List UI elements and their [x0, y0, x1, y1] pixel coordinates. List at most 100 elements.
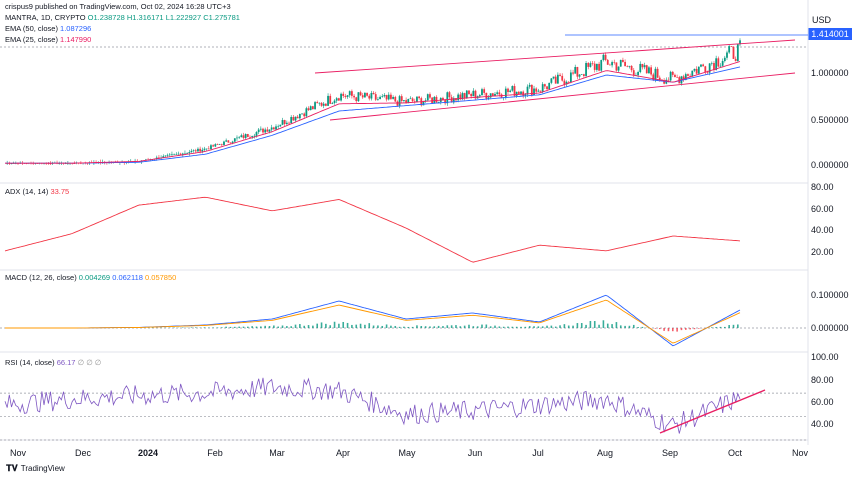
candle-body: [450, 97, 453, 103]
macd-histogram-bar: [407, 326, 410, 328]
macd-histogram-bar: [598, 324, 600, 328]
candle-body: [381, 96, 384, 97]
macd-histogram-bar: [299, 324, 301, 328]
candle-body: [407, 99, 410, 104]
macd-histogram-bar: [476, 326, 479, 328]
candle-body: [298, 114, 301, 119]
candle-body: [494, 93, 496, 96]
candle-body: [463, 93, 466, 98]
candle-body: [405, 100, 408, 104]
candle-body: [307, 108, 310, 111]
macd-histogram-bar: [724, 326, 726, 328]
macd-histogram-bar: [268, 326, 271, 328]
candle-body: [348, 91, 351, 96]
x-tick: Dec: [74, 448, 92, 458]
candle-body: [324, 103, 327, 106]
ema25-line: EMA (25, close) 1.147990: [5, 35, 92, 44]
macd-histogram-bar: [468, 324, 470, 328]
candle-body: [567, 81, 570, 83]
candle-body: [598, 63, 600, 71]
candle-body: [526, 86, 529, 95]
candle-body: [528, 84, 531, 87]
candle-body: [257, 129, 260, 133]
candle-body: [279, 124, 282, 127]
candle-body: [637, 71, 639, 76]
candle-body: [409, 98, 412, 100]
candle-body: [452, 98, 455, 103]
macd-histogram-bar: [572, 325, 574, 328]
macd-histogram-bar: [663, 328, 665, 331]
macd-histogram-bar: [459, 326, 462, 328]
candle-body: [316, 102, 319, 104]
candle-body: [645, 65, 648, 74]
candle-body: [392, 96, 394, 99]
candle-body: [281, 120, 284, 125]
x-tick: Jul: [532, 448, 544, 458]
adx-tick: 60.00: [811, 204, 834, 214]
macd-histogram-bar: [589, 320, 592, 328]
candle-body: [578, 74, 581, 77]
macd-histogram-bar: [368, 323, 371, 328]
candle-body: [444, 100, 447, 104]
macd-histogram-bar: [381, 325, 384, 328]
macd-histogram-bar: [390, 325, 392, 328]
macd-histogram-bar: [580, 323, 583, 328]
macd-histogram-bar: [606, 323, 609, 328]
candle-body: [600, 60, 603, 71]
candle-body: [667, 79, 670, 81]
macd-histogram-bar: [281, 325, 284, 328]
candle-body: [433, 96, 436, 104]
adx-tick: 20.00: [811, 247, 834, 257]
candle-body: [303, 113, 306, 117]
candle-body: [717, 58, 720, 67]
candle-body: [489, 93, 492, 98]
candle-body: [539, 90, 542, 92]
candle-body: [691, 70, 694, 76]
candle-body: [383, 95, 386, 97]
candle-body: [541, 84, 544, 92]
candle-body: [387, 94, 390, 100]
candle-body: [416, 96, 418, 102]
candle-body: [212, 145, 215, 147]
candle-body: [203, 148, 206, 150]
macd-histogram-bar: [194, 327, 197, 328]
tradingview-footer[interactable]: 𝐓𝐕 TradingView: [6, 463, 65, 474]
channel-lower-line: [329, 72, 796, 121]
last-price-tag: 1.414001: [808, 28, 852, 40]
x-tick: Apr: [335, 448, 351, 458]
candle-body: [563, 80, 566, 85]
candle-body: [318, 102, 321, 104]
candle-body: [184, 153, 186, 154]
macd-histogram-bar: [294, 324, 297, 328]
adx-label: ADX (14, 14) 33.75: [5, 187, 70, 196]
candle-body: [504, 88, 507, 98]
candle-body: [186, 153, 189, 154]
candle-body: [229, 142, 232, 144]
candle-body: [322, 103, 325, 106]
candle-body: [461, 93, 464, 100]
candle-body: [268, 129, 271, 132]
candle-body: [654, 68, 657, 81]
macd-histogram-bar: [511, 326, 514, 328]
macd-histogram-bar: [316, 323, 319, 328]
candle-body: [682, 76, 685, 81]
macd-histogram-bar: [567, 325, 570, 328]
candle-body: [340, 93, 342, 101]
macd-histogram-bar: [320, 322, 323, 328]
macd-histogram-bar: [498, 326, 501, 328]
candle-body: [353, 95, 355, 98]
candle-body: [418, 96, 421, 99]
macd-histogram-bar: [342, 321, 345, 328]
candle-body: [337, 98, 340, 101]
macd-histogram-bar: [286, 326, 288, 328]
candle-body: [49, 163, 52, 165]
macd-histogram-bar: [489, 326, 492, 328]
candle-body: [359, 92, 362, 96]
candle-body: [483, 89, 486, 93]
candle-body: [496, 92, 499, 94]
candle-body: [663, 80, 666, 84]
candle-body: [422, 101, 425, 106]
macd-histogram-bar: [446, 325, 449, 328]
macd-histogram-bar: [637, 327, 639, 328]
